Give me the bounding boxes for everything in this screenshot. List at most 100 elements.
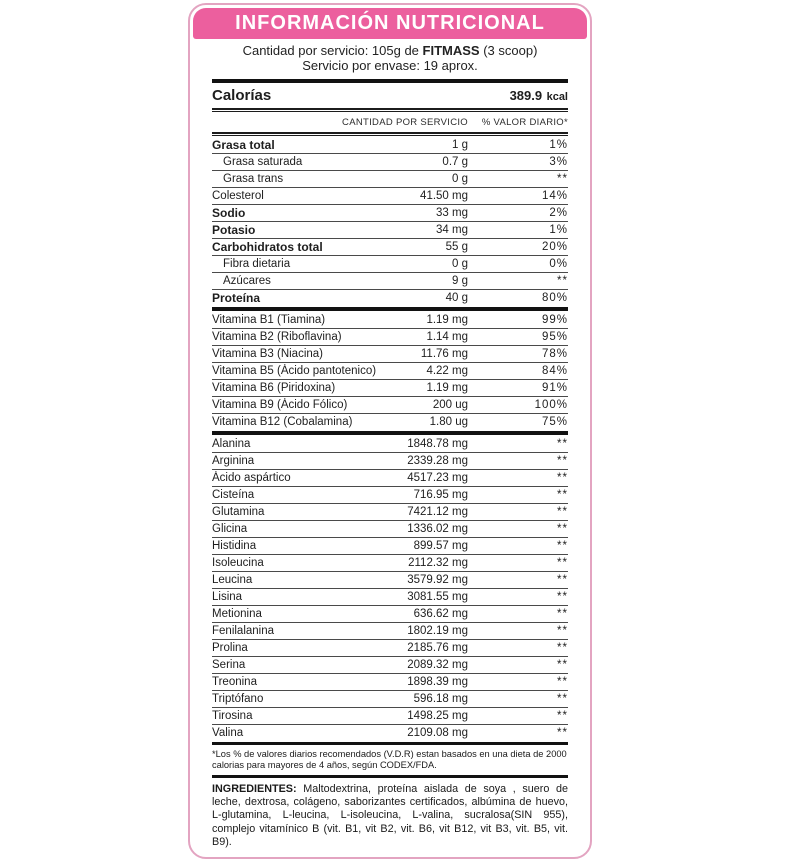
nutrient-label: Vitamina B2 (Riboflavina) bbox=[212, 331, 342, 343]
nutrient-label: Azúcares bbox=[223, 275, 271, 287]
nutrient-amount: 636.62 mg bbox=[413, 608, 468, 620]
nutrient-daily-value: ** bbox=[557, 727, 568, 739]
nutrient-label: Carbohidratos total bbox=[212, 240, 323, 254]
table-row: Azúcares 9 g ** bbox=[212, 273, 568, 290]
nutrient-amount: 0 g bbox=[452, 173, 468, 185]
nutrient-amount: 1.19 mg bbox=[426, 314, 468, 326]
nutrient-daily-value: ** bbox=[557, 523, 568, 535]
table-row: Grasa trans 0 g ** bbox=[212, 171, 568, 188]
nutrient-amount: 2089.32 mg bbox=[407, 659, 468, 671]
nutrient-daily-value: 91% bbox=[541, 382, 568, 394]
nutrient-daily-value: 20% bbox=[541, 241, 568, 253]
table-row: Arginina 2339.28 mg ** bbox=[212, 453, 568, 470]
nutrient-daily-value: ** bbox=[557, 574, 568, 586]
nutrient-amount: 1.19 mg bbox=[426, 382, 468, 394]
nutrient-amount: 4.22 mg bbox=[426, 365, 468, 377]
table-row: Colesterol 41.50 mg 14% bbox=[212, 188, 568, 205]
nutrient-amount: 33 mg bbox=[436, 207, 468, 219]
nutrient-amount: 2185.76 mg bbox=[407, 642, 468, 654]
double-rule bbox=[212, 132, 568, 136]
nutrient-label: Ácido aspártico bbox=[212, 472, 291, 484]
nutrient-daily-value: 0% bbox=[549, 258, 568, 270]
nutrient-amount: 596.18 mg bbox=[413, 693, 468, 705]
serving-size-line: Cantidad por servicio: 105g de FITMASS (… bbox=[212, 43, 568, 58]
vitamins-section: Vitamina B1 (Tiamina) 1.19 mg 99% Vitamina … bbox=[212, 312, 568, 430]
nutrient-daily-value: 14% bbox=[541, 190, 568, 202]
table-row: Ácido aspártico 4517.23 mg ** bbox=[212, 470, 568, 487]
table-row: Treonina 1898.39 mg ** bbox=[212, 674, 568, 691]
table-row: Proteína 40 g 80% bbox=[212, 290, 568, 306]
nutrients-section: Grasa total 1 g 1% Grasa saturada 0.7 g 3% Gra… bbox=[212, 137, 568, 306]
table-row: Vitamina B2 (Riboflavina) 1.14 mg 95% bbox=[212, 329, 568, 346]
table-row: Valina 2109.08 mg ** bbox=[212, 725, 568, 741]
nutrient-daily-value: ** bbox=[557, 676, 568, 688]
table-row: Vitamina B6 (Piridoxina) 1.19 mg 91% bbox=[212, 380, 568, 397]
nutrient-label: Valina bbox=[212, 727, 244, 739]
nutrient-daily-value: 80% bbox=[541, 292, 568, 304]
nutrient-daily-value: ** bbox=[557, 275, 568, 287]
table-row: Triptófano 596.18 mg ** bbox=[212, 691, 568, 708]
nutrient-daily-value: ** bbox=[557, 173, 568, 185]
table-row: Grasa saturada 0.7 g 3% bbox=[212, 154, 568, 171]
nutrient-daily-value: ** bbox=[557, 591, 568, 603]
nutrient-label: Sodio bbox=[212, 206, 246, 220]
nutrient-label: Vitamina B12 (Cobalamina) bbox=[212, 416, 353, 428]
table-row: Metionina 636.62 mg ** bbox=[212, 606, 568, 623]
serving-info: Cantidad por servicio: 105g de FITMASS (… bbox=[212, 39, 568, 78]
nutrient-label: Cisteína bbox=[212, 489, 255, 501]
nutrient-label: Grasa total bbox=[212, 138, 275, 152]
nutrient-amount: 0.7 g bbox=[442, 156, 468, 168]
nutrient-amount: 7421.12 mg bbox=[407, 506, 468, 518]
nutrient-daily-value: ** bbox=[557, 659, 568, 671]
nutrient-daily-value: ** bbox=[557, 472, 568, 484]
nutrient-amount: 3081.55 mg bbox=[407, 591, 468, 603]
nutrient-amount: 1.14 mg bbox=[426, 331, 468, 343]
nutrient-amount: 716.95 mg bbox=[413, 489, 468, 501]
nutrient-amount: 40 g bbox=[445, 292, 468, 304]
nutrient-daily-value: 84% bbox=[541, 365, 568, 377]
table-row: Cisteína 716.95 mg ** bbox=[212, 487, 568, 504]
nutrient-amount: 1898.39 mg bbox=[407, 676, 468, 688]
thick-rule bbox=[212, 775, 568, 778]
table-row: Prolina 2185.76 mg ** bbox=[212, 640, 568, 657]
table-row: Vitamina B3 (Niacina) 11.76 mg 78% bbox=[212, 346, 568, 363]
nutrient-label: Vitamina B1 (Tiamina) bbox=[212, 314, 326, 326]
nutrient-daily-value: 75% bbox=[541, 416, 568, 428]
nutrient-label: Potasio bbox=[212, 223, 256, 237]
nutrient-label: Serina bbox=[212, 659, 246, 671]
nutrient-amount: 9 g bbox=[452, 275, 468, 287]
nutrient-label: Glicina bbox=[212, 523, 248, 535]
nutrient-label: Proteína bbox=[212, 291, 261, 305]
ingredients-label: INGREDIENTES: bbox=[212, 783, 297, 795]
nutrient-daily-value: 99% bbox=[541, 314, 568, 326]
nutrient-amount: 11.76 mg bbox=[420, 348, 468, 360]
nutrient-amount: 34 mg bbox=[436, 224, 468, 236]
servings-per-container-line: Servicio por envase: 19 aprox. bbox=[302, 58, 478, 73]
nutrient-label: Glutamina bbox=[212, 506, 265, 518]
nutrient-label: Triptófano bbox=[212, 693, 264, 705]
nutrient-daily-value: ** bbox=[557, 455, 568, 467]
table-row: Leucina 3579.92 mg ** bbox=[212, 572, 568, 589]
nutrient-amount: 2339.28 mg bbox=[407, 455, 468, 467]
column-header-amount: CANTIDAD POR SERVICIO bbox=[342, 117, 468, 128]
nutrient-label: Grasa saturada bbox=[223, 156, 303, 168]
table-row: Vitamina B5 (Ácido pantotenico) 4.22 mg 84… bbox=[212, 363, 568, 380]
nutrient-label: Arginina bbox=[212, 455, 255, 467]
nutrient-label: Leucina bbox=[212, 574, 253, 586]
nutrient-amount: 2112.32 mg bbox=[408, 557, 468, 569]
nutrient-daily-value: 100% bbox=[534, 399, 568, 411]
nutrient-label: Colesterol bbox=[212, 190, 264, 202]
nutrient-daily-value: ** bbox=[557, 506, 568, 518]
nutrient-daily-value: 3% bbox=[549, 156, 568, 168]
nutrient-amount: 200 ug bbox=[432, 399, 468, 411]
nutrient-daily-value: 1% bbox=[549, 224, 568, 236]
nutrient-label: Alanina bbox=[212, 438, 251, 450]
nutrient-daily-value: ** bbox=[557, 608, 568, 620]
nutrient-daily-value: ** bbox=[557, 540, 568, 552]
nutrient-amount: 1336.02 mg bbox=[407, 523, 468, 535]
table-row: Isoleucina 2112.32 mg ** bbox=[212, 555, 568, 572]
nutrient-amount: 55 g bbox=[445, 241, 468, 253]
nutrient-label: Histidina bbox=[212, 540, 257, 552]
nutrient-amount: 1498.25 mg bbox=[407, 710, 468, 722]
nutrition-label: INFORMACIÓN NUTRICIONAL Cantidad por ser… bbox=[188, 3, 592, 859]
